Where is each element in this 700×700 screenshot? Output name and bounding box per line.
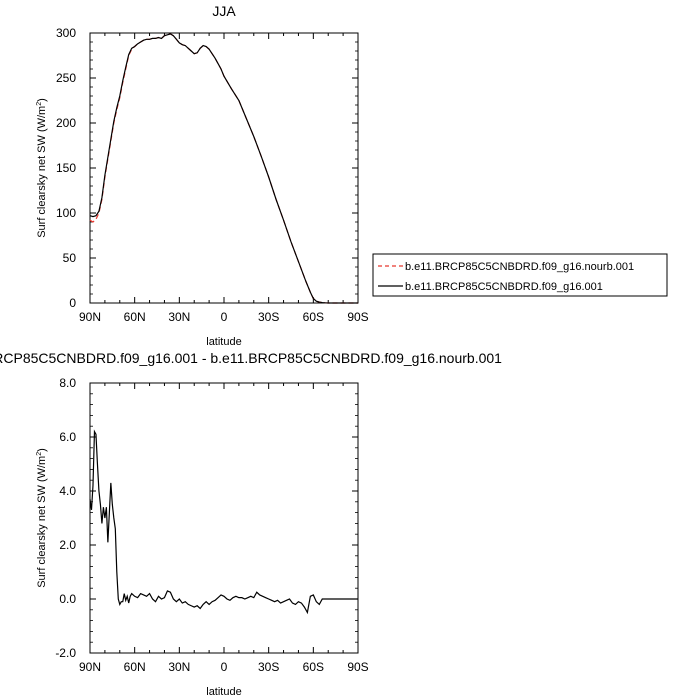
bottom-x-axis-label: latitude xyxy=(206,686,241,698)
bottom-series-lines xyxy=(89,429,358,615)
y-tick-label: 2.0 xyxy=(59,538,76,552)
y-tick-label: 8.0 xyxy=(59,376,76,390)
legend-label-nourb: b.e11.BRCP85C5CNBDRD.f09_g16.nourb.001 xyxy=(405,261,634,273)
x-tick-label: 60N xyxy=(124,660,146,674)
legend: b.e11.BRCP85C5CNBDRD.f09_g16.nourb.001 b… xyxy=(372,253,668,297)
x-tick-label: 90N xyxy=(79,660,101,674)
y-tick-label: 250 xyxy=(56,71,76,85)
y-tick-label: 300 xyxy=(56,26,76,40)
top-plot-frame xyxy=(89,32,359,304)
bottom-axis-ticks xyxy=(89,382,359,654)
bottom-y-axis-label-main: Surf clearsky net SW (W/m xyxy=(36,456,48,588)
y-tick-label: 100 xyxy=(56,206,76,220)
x-tick-label: 60S xyxy=(303,310,324,324)
top-y-axis-label-main: Surf clearsky net SW (W/m xyxy=(36,106,48,238)
bottom-x-tick-labels: 90N 60N 30N 0 30S 60S 90S xyxy=(79,660,369,674)
y-tick-label: 150 xyxy=(56,161,76,175)
y-tick-label: -2.0 xyxy=(55,646,76,660)
x-tick-label: 0 xyxy=(221,310,228,324)
y-tick-label: 4.0 xyxy=(59,484,76,498)
x-tick-label: 90S xyxy=(347,310,368,324)
y-tick-label: 50 xyxy=(63,251,77,265)
top-y-tick-labels: 0 50 100 150 200 250 300 xyxy=(56,26,76,310)
bottom-y-axis-label-end: ) xyxy=(36,448,48,452)
x-tick-label: 0 xyxy=(221,660,228,674)
top-axis-ticks xyxy=(89,32,359,304)
y-tick-label: 6.0 xyxy=(59,430,76,444)
bottom-y-axis-label-sup: 2 xyxy=(36,452,43,456)
x-tick-label: 30S xyxy=(258,310,279,324)
y-tick-label: 200 xyxy=(56,116,76,130)
x-tick-label: 30N xyxy=(168,310,190,324)
legend-box xyxy=(372,253,668,297)
x-tick-label: 30N xyxy=(168,660,190,674)
y-tick-label: 0 xyxy=(69,296,76,310)
top-chart-title: JJA xyxy=(212,3,236,19)
series-line-0 xyxy=(89,33,358,304)
x-tick-label: 90N xyxy=(79,310,101,324)
bottom-plot-frame xyxy=(89,382,359,654)
series-line-0 xyxy=(89,429,358,615)
top-y-axis-label-sup: 2 xyxy=(36,102,43,106)
x-tick-label: 60N xyxy=(124,310,146,324)
bottom-y-tick-labels: -2.0 0.0 2.0 4.0 6.0 8.0 xyxy=(55,376,76,660)
x-tick-label: 90S xyxy=(347,660,368,674)
bottom-chart-title: b.e11.BRCP85C5CNBDRD.f09_g16.001 - b.e11… xyxy=(0,350,502,366)
top-panel: JJA 90N 60N 30N 0 30S 60S 90S 0 50 100 150 200 250 3… xyxy=(36,3,369,348)
y-tick-label: 0.0 xyxy=(59,592,76,606)
top-y-axis-label: Surf clearsky net SW (W/m2) xyxy=(36,98,48,238)
bottom-panel: b.e11.BRCP85C5CNBDRD.f09_g16.001 - b.e11… xyxy=(0,350,502,698)
top-y-axis-label-end: ) xyxy=(36,98,48,102)
top-x-axis-label: latitude xyxy=(206,336,241,348)
x-tick-label: 30S xyxy=(258,660,279,674)
x-tick-label: 60S xyxy=(303,660,324,674)
series-line-1 xyxy=(89,33,358,304)
top-x-tick-labels: 90N 60N 30N 0 30S 60S 90S xyxy=(79,310,369,324)
top-series-lines xyxy=(89,33,358,304)
legend-label-control: b.e11.BRCP85C5CNBDRD.f09_g16.001 xyxy=(405,281,603,293)
bottom-y-axis-label: Surf clearsky net SW (W/m2) xyxy=(36,448,48,588)
